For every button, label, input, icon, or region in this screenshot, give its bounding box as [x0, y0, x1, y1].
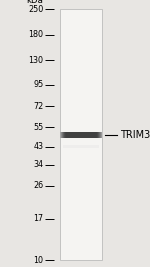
Bar	[63, 145, 99, 148]
Bar	[60, 132, 61, 138]
Bar	[71, 132, 72, 138]
Bar	[79, 132, 80, 138]
Bar	[63, 132, 64, 138]
Bar	[62, 132, 63, 138]
Bar	[72, 132, 73, 138]
Bar	[91, 132, 92, 138]
Text: 17: 17	[33, 214, 44, 223]
Bar	[100, 132, 101, 138]
Bar	[89, 132, 90, 138]
Bar	[83, 132, 84, 138]
Text: 250: 250	[28, 5, 44, 14]
Text: 34: 34	[33, 160, 44, 169]
Text: 26: 26	[33, 181, 44, 190]
Text: 72: 72	[33, 102, 43, 111]
Bar	[82, 132, 83, 138]
Bar	[76, 132, 77, 138]
Bar	[73, 132, 74, 138]
Bar	[70, 132, 71, 138]
Bar	[81, 132, 82, 138]
Bar	[65, 132, 66, 138]
Bar	[97, 132, 98, 138]
Bar	[95, 132, 96, 138]
Text: 95: 95	[33, 80, 43, 89]
Bar	[61, 132, 62, 138]
Bar	[98, 132, 99, 138]
Bar	[88, 132, 89, 138]
Text: 180: 180	[28, 30, 44, 40]
Bar	[64, 132, 65, 138]
Bar	[94, 132, 95, 138]
Bar	[78, 132, 79, 138]
Text: 55: 55	[33, 123, 43, 132]
Bar	[86, 132, 87, 138]
Text: kDa: kDa	[27, 0, 44, 5]
Bar	[96, 132, 97, 138]
Bar	[90, 132, 91, 138]
Bar	[77, 132, 78, 138]
Bar	[67, 132, 68, 138]
Text: 130: 130	[28, 56, 44, 65]
Text: 10: 10	[33, 256, 44, 265]
Bar	[93, 132, 94, 138]
Text: 43: 43	[33, 142, 44, 151]
Bar	[66, 132, 67, 138]
Bar	[74, 132, 75, 138]
Bar	[87, 132, 88, 138]
Bar	[101, 132, 102, 138]
Text: TRIM31: TRIM31	[120, 130, 150, 140]
Bar	[80, 132, 81, 138]
Bar	[68, 132, 69, 138]
Bar	[85, 132, 86, 138]
Bar	[92, 132, 93, 138]
Bar	[84, 132, 85, 138]
Bar	[69, 132, 70, 138]
Bar	[99, 132, 100, 138]
Bar	[75, 132, 76, 138]
